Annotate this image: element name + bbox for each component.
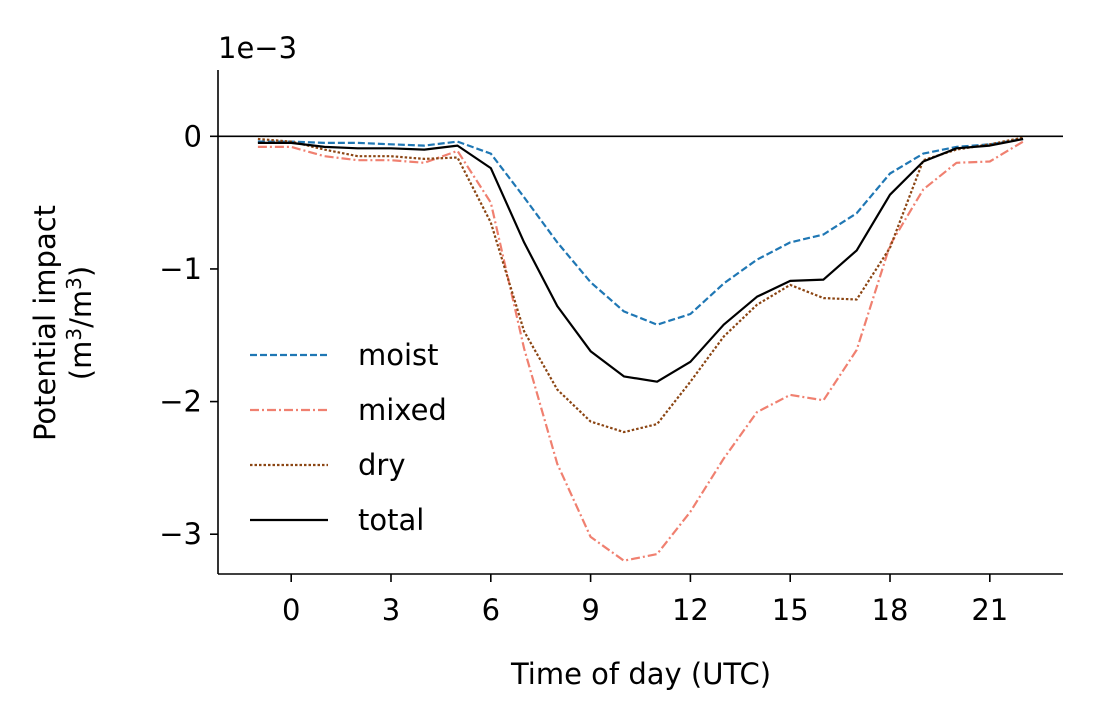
y-ticks: 0 −1 −2 −3 — [159, 119, 218, 551]
x-tick-label: 21 — [971, 593, 1008, 627]
x-axis-label: Time of day (UTC) — [510, 657, 771, 691]
y-axis-label-unit-suffix: ) — [64, 266, 98, 277]
x-tick-label: 6 — [482, 593, 500, 627]
y-tick-label: −2 — [159, 385, 202, 419]
x-ticks: 0 3 6 9 12 15 18 21 — [282, 574, 1008, 627]
y-axis-label-sup2: 3 — [62, 277, 86, 290]
series-line-moist — [257, 137, 1024, 326]
axes-layer — [217, 70, 1063, 575]
legend: moist mixed dry total — [250, 338, 447, 537]
legend-label-mixed: mixed — [358, 393, 447, 427]
y-axis-label-line1: Potential impact — [28, 205, 62, 441]
series-line-total — [257, 137, 1024, 383]
x-tick-label: 9 — [581, 593, 599, 627]
legend-label-moist: moist — [358, 338, 439, 372]
y-offset-label: 1e−3 — [218, 31, 297, 65]
series-layer — [257, 136, 1024, 562]
x-tick-label: 18 — [872, 593, 909, 627]
x-tick-label: 15 — [772, 593, 809, 627]
y-tick-label: −1 — [159, 252, 202, 286]
y-axis-label: Potential impact (m3/m3) — [28, 205, 98, 441]
x-tick-label: 3 — [382, 593, 400, 627]
y-tick-label: −3 — [159, 517, 202, 551]
y-axis-label-line2: (m3/m3) — [62, 266, 98, 380]
y-tick-label: 0 — [184, 119, 202, 153]
y-axis-label-unit-prefix: (m — [64, 341, 98, 381]
legend-label-total: total — [358, 503, 424, 537]
x-tick-label: 12 — [672, 593, 709, 627]
x-tick-label: 0 — [282, 593, 300, 627]
y-axis-label-sup1: 3 — [62, 328, 86, 341]
y-axis-label-unit-mid: /m — [64, 290, 98, 328]
series-line-dry — [257, 136, 1024, 434]
legend-label-dry: dry — [358, 448, 406, 482]
